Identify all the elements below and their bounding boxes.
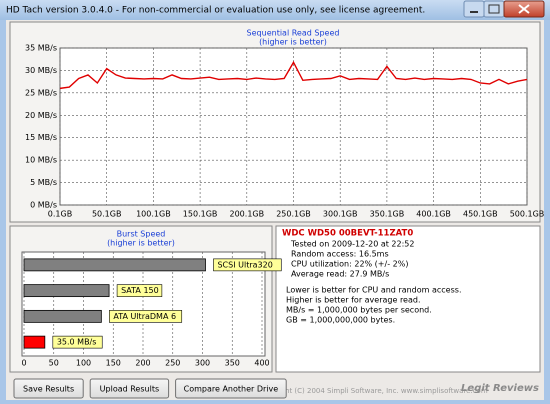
button[interactable] — [13, 378, 84, 399]
x-tick-label: 400 — [254, 359, 269, 368]
x-tick-label: 500.1GB — [510, 210, 545, 219]
x-tick-label: 200 — [135, 359, 150, 368]
x-tick-label: 250 — [165, 359, 180, 368]
bar — [23, 258, 206, 272]
x-tick-label: 400.1GB — [416, 210, 451, 219]
x-tick-label: 100 — [76, 359, 91, 368]
category-label: SATA 150 — [121, 286, 159, 295]
x-tick-label: 150.1GB — [183, 210, 218, 219]
maximize-icon — [488, 4, 500, 14]
x-tick-label: 300 — [195, 359, 210, 368]
burst-subtitle: (higher is better) — [107, 239, 175, 248]
bar — [23, 284, 110, 298]
info-panel — [275, 225, 541, 373]
button[interactable] — [175, 378, 287, 399]
bar — [23, 309, 102, 323]
close-icon — [518, 4, 530, 14]
read-title: Sequential Read Speed — [247, 29, 340, 38]
x-tick-label: 50.1GB — [92, 210, 122, 219]
title-bar — [0, 0, 550, 20]
y-tick-label: 25 MB/s — [25, 88, 57, 97]
maximize-button[interactable] — [483, 0, 505, 18]
watermark: Legit Reviews — [461, 383, 539, 394]
drive-note: MB/s = 1,000,000 bytes per second. — [286, 306, 432, 315]
y-tick-label: 5 MB/s — [30, 178, 57, 187]
label-box — [52, 335, 103, 349]
drive-detail: Average read: 27.9 MB/s — [291, 270, 389, 279]
label-box — [109, 310, 183, 323]
x-tick-label: 150 — [106, 359, 121, 368]
x-tick-label: 450.1GB — [463, 210, 498, 219]
drive-note: GB = 1,000,000,000 bytes. — [286, 316, 395, 325]
button-label[interactable]: Save Results — [23, 385, 74, 394]
read-subtitle: (higher is better) — [259, 38, 327, 47]
x-tick-label: 350.1GB — [370, 210, 405, 219]
label-box — [213, 258, 282, 272]
category-label: SCSI Ultra320 — [217, 260, 272, 269]
copyright: Copyright (C) 2004 Simpli Software, Inc.… — [258, 387, 488, 395]
x-tick-label: 0.1GB — [48, 210, 72, 219]
y-tick-label: 15 MB/s — [25, 133, 57, 142]
read-line — [59, 60, 528, 90]
label-box — [116, 284, 163, 297]
value-label: 35.0 MB/s — [57, 338, 97, 347]
x-tick-label: 300.1GB — [323, 210, 358, 219]
x-tick-label: 0 — [21, 359, 26, 368]
button-label[interactable]: Upload Results — [100, 385, 159, 394]
x-tick-label: 350 — [225, 359, 240, 368]
drive-detail: Tested on 2009-12-20 at 22:52 — [290, 240, 414, 249]
category-label: ATA UltraDMA 6 — [113, 312, 176, 321]
button-label[interactable]: Compare Another Drive — [184, 385, 279, 394]
y-tick-label: 0 MB/s — [30, 201, 57, 210]
y-tick-label: 10 MB/s — [25, 156, 57, 165]
x-tick-label: 50 — [49, 359, 59, 368]
x-tick-label: 100.1GB — [136, 210, 171, 219]
drive-detail: Random access: 16.5ms — [291, 250, 389, 259]
x-tick-label: 200.1GB — [230, 210, 265, 219]
bar — [23, 335, 46, 349]
button[interactable] — [89, 378, 170, 399]
drive-name: WDC WD50 00BEVT-11ZAT0 — [282, 229, 413, 239]
y-tick-label: 35 MB/s — [25, 44, 57, 53]
x-tick-label: 250.1GB — [276, 210, 311, 219]
drive-detail: CPU utilization: 22% (+/- 2%) — [291, 260, 408, 269]
drive-note: Lower is better for CPU and random acces… — [286, 286, 461, 295]
minimize-button[interactable] — [463, 0, 485, 18]
drive-note: Higher is better for average read. — [286, 296, 421, 305]
window-title: HD Tach version 3.0.4.0 - For non-commer… — [6, 6, 425, 16]
y-tick-label: 20 MB/s — [25, 111, 57, 120]
burst-title: Burst Speed — [117, 230, 166, 239]
y-tick-label: 30 MB/s — [25, 66, 57, 75]
